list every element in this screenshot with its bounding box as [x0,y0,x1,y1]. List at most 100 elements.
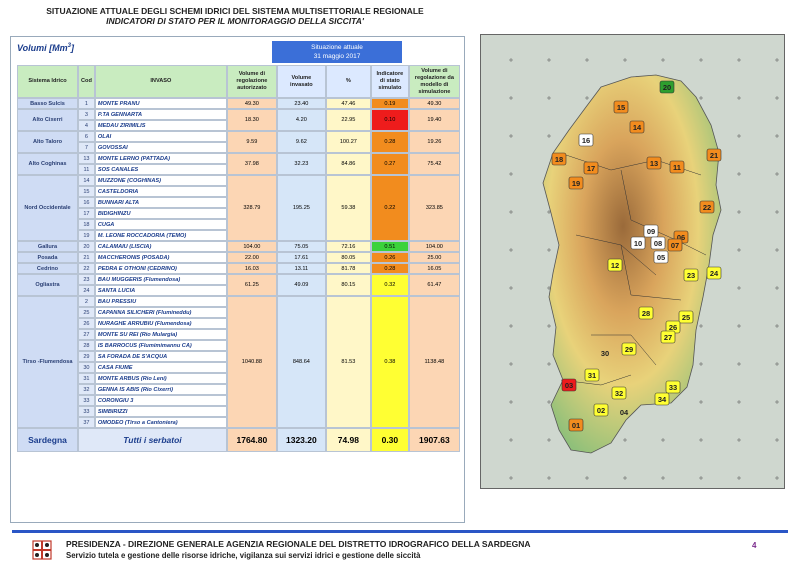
grid-tick [509,476,513,480]
table-row: 32 GENNA IS ABIS (Rio Cixerri) [17,384,460,395]
grid-tick [737,400,741,404]
invaso-cell: P.TA GENNARTA [94,109,227,120]
invaso-cell: SIMBIRIZZI [94,406,227,417]
reservoir-marker-badge [568,176,584,190]
grid-tick [547,96,551,100]
reservoir-marker: 21 [706,148,722,162]
grid-tick [775,400,779,404]
grid-tick [737,96,741,100]
indicatore-cell: 0.32 [370,274,409,296]
grid-tick [775,248,779,252]
invaso-cell: CAPANNA SILICHERI (Flumineddu) [94,307,227,318]
grid-tick [737,362,741,366]
reservoir-marker-label: 13 [650,159,658,168]
reservoir-marker-badge [678,310,694,324]
grid-tick [623,58,627,62]
grid-tick [775,476,779,480]
grid-tick [699,476,703,480]
grid-tick [775,438,779,442]
invasato-cell: 4.20 [276,109,326,131]
grid-tick [547,362,551,366]
grid-tick [623,438,627,442]
reservoir-marker-badge [654,392,670,406]
grid-tick [737,476,741,480]
reservoir-marker-label: 32 [615,389,623,398]
grid-tick [509,58,513,62]
reservoir-marker: 34 [654,392,670,406]
reservoir-marker: 17 [583,161,599,175]
grid-tick [699,324,703,328]
grid-tick [547,438,551,442]
reservoir-marker: 07 [667,238,683,252]
invasato-cell: 32.23 [276,153,326,175]
invaso-cell: SOS CANALES [94,164,227,175]
cod-cell: 20 [78,241,95,252]
sistema-cell: Posada [17,252,78,263]
reservoir-marker: 28 [638,306,654,320]
reservoir-marker-label: 21 [710,151,718,160]
grid-tick [775,286,779,290]
grid-tick [699,58,703,62]
invaso-cell: MONTE ARBUS (Rio Leni) [94,373,227,384]
header-title: SITUAZIONE ATTUALE DEGLI SCHEMI IDRICI D… [46,6,424,16]
reservoir-marker: 02 [593,403,609,417]
grid-tick [509,438,513,442]
modello-cell: 19.40 [408,109,460,131]
grid-tick [585,96,589,100]
sistema-cell: Alto Taloro [17,131,78,153]
table-row: Alto Taloro 6 OLAI 9.59 9.62 100.27 0.28 19.26 [17,131,460,153]
grid-tick [661,58,665,62]
total-invaso-cell: Tutti i serbatoi [78,428,227,452]
grid-tick [585,476,589,480]
autorizzato-cell: 328.79 [226,175,277,241]
invaso-cell: NURAGHE ARRUBIU (Flumendosa) [94,318,227,329]
reservoir-marker-badge [669,160,685,174]
reservoir-marker-badge [584,368,600,382]
reservoir-marker-label: 03 [565,381,573,390]
autorizzato-cell: 37.98 [226,153,277,175]
grid-tick [737,134,741,138]
table-row: Alto Cixerri 3 P.TA GENNARTA 18.30 4.20 22.95… [17,109,460,131]
reservoir-marker-badge [593,403,609,417]
cod-cell: 21 [78,252,95,263]
table-row: 27 MONTE SU REI (Rio Mulargia) [17,329,460,340]
cod-cell: 17 [78,208,95,219]
cod-cell: 25 [78,307,95,318]
invaso-cell: IS BARROCUS (Flumimimannu CA) [94,340,227,351]
cod-cell: 7 [78,142,95,153]
pct-cell: 72.16 [325,241,371,252]
reservoir-marker-label: 16 [582,136,590,145]
cod-cell: 26 [78,318,95,329]
pct-cell: 80.15 [325,274,371,296]
grid-tick [547,134,551,138]
status-date-box: Situazione attuale 31 maggio 2017 [272,41,402,63]
reservoir-marker-label: 09 [647,227,655,236]
reservoir-marker: 32 [611,386,627,400]
reservoir-marker-badge [583,161,599,175]
reservoir-marker-badge [561,378,577,392]
reservoir-marker: 14 [629,120,645,134]
grid-tick [661,476,665,480]
invaso-cell: MONTE PRANU [94,98,227,109]
reservoir-marker-label: 04 [620,408,629,417]
table-row: 26 NURAGHE ARRUBIU (Flumendosa) [17,318,460,329]
cod-cell: 32 [78,384,95,395]
col-modello: Volume di regolazione da modello di simu… [408,65,460,98]
reservoir-marker-badge [613,100,629,114]
table-row: 31 MONTE ARBUS (Rio Leni) [17,373,460,384]
reservoir-marker: 05 [653,250,669,264]
grid-tick [547,476,551,480]
grid-tick [509,362,513,366]
table-row: 28 IS BARROCUS (Flumimimannu CA) [17,340,460,351]
reservoir-marker-label: 23 [687,271,695,280]
table-row: Tirso -Flumendosa 2 BAU PRESSIU 1040.88 848.… [17,296,460,428]
total-indicatore-cell: 0.30 [370,428,409,452]
invaso-cell: GOVOSSAI [94,142,227,153]
sistema-cell: Nord Occidentale [17,175,78,241]
reservoir-marker-badge [643,224,659,238]
grid-tick [547,400,551,404]
reservoir-marker-badge [665,380,681,394]
footer: PRESIDENZA - DIREZIONE GENERALE AGENZIA … [66,539,531,560]
grid-tick [509,210,513,214]
grid-tick [775,324,779,328]
